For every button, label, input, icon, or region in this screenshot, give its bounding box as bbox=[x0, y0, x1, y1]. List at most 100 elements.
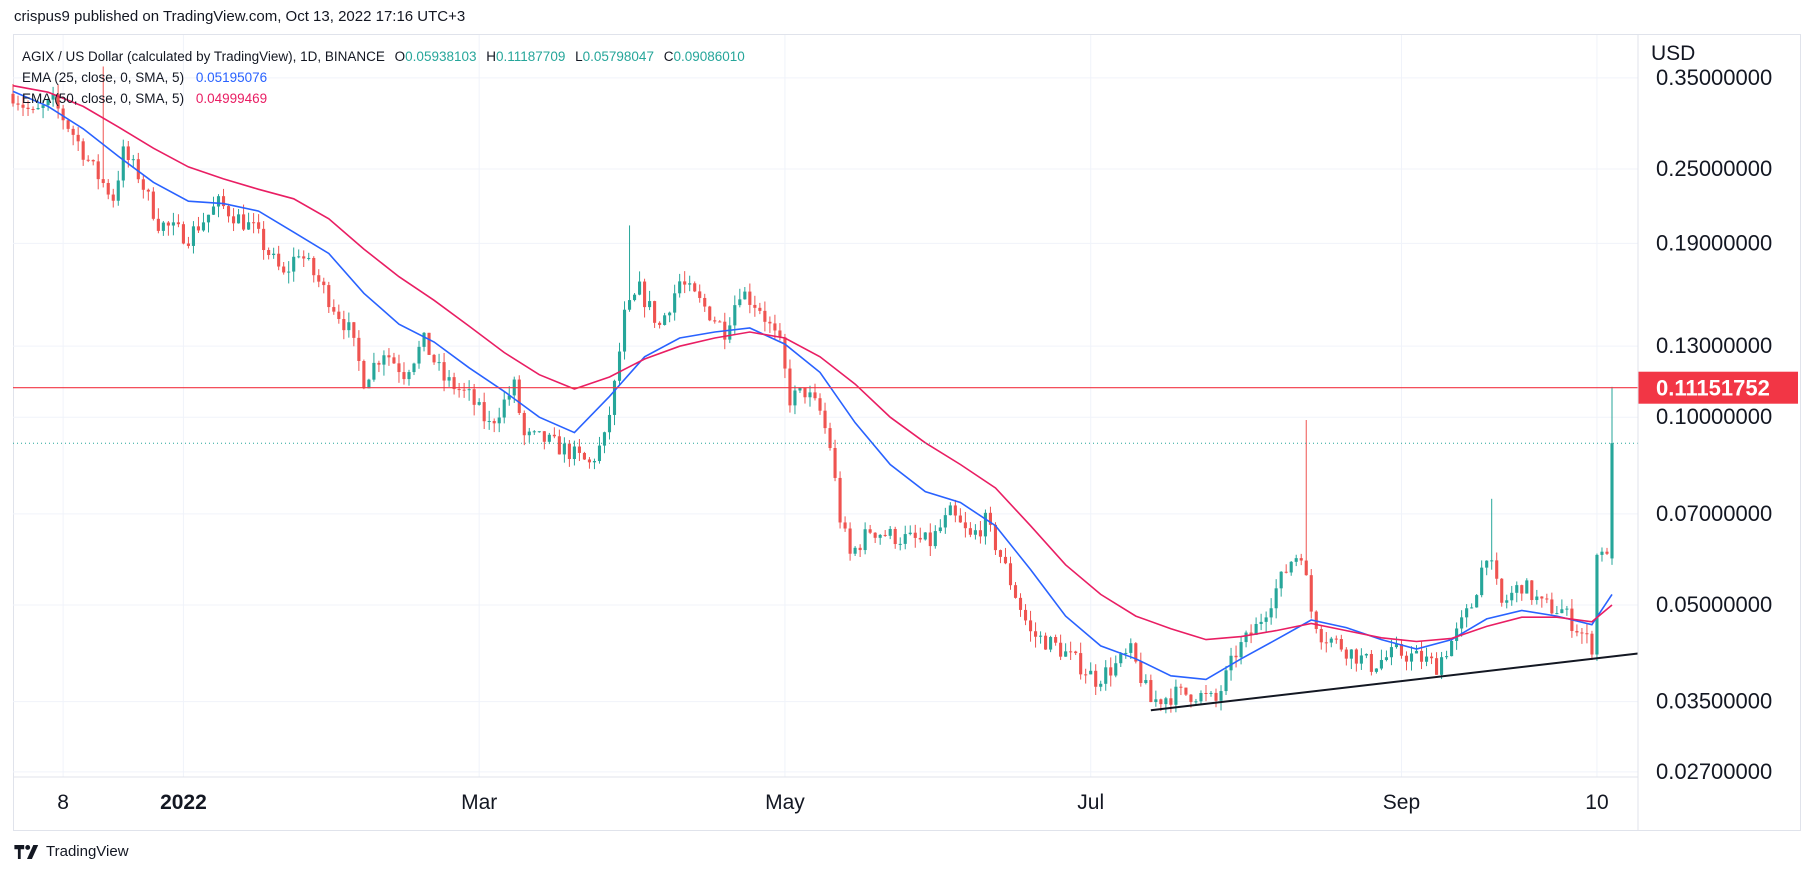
candle-body bbox=[101, 179, 105, 184]
candle-up bbox=[1490, 498, 1494, 570]
candle-body bbox=[858, 547, 862, 551]
publisher-line: crispus9 published on TradingView.com, O… bbox=[14, 8, 466, 25]
candle-down bbox=[753, 295, 757, 317]
legend-ema50-label: EMA (50, close, 0, SMA, 5) bbox=[22, 91, 185, 106]
candle-body bbox=[953, 505, 957, 516]
candle-up bbox=[1475, 594, 1479, 608]
candle-body bbox=[397, 363, 401, 373]
candle-body bbox=[958, 515, 962, 523]
candle-body bbox=[1520, 585, 1524, 594]
candle-up bbox=[537, 431, 541, 433]
candle-up bbox=[638, 271, 642, 296]
candle-body bbox=[1344, 649, 1348, 659]
candle-body bbox=[121, 146, 125, 181]
candle-down bbox=[1284, 564, 1288, 574]
candles bbox=[11, 66, 1614, 714]
candle-body bbox=[337, 311, 341, 320]
candle-body bbox=[1490, 560, 1494, 562]
candle-up bbox=[1384, 650, 1388, 662]
candle-down bbox=[823, 402, 827, 434]
candle-body bbox=[633, 294, 637, 301]
chart-legend: AGIX / US Dollar (calculated by TradingV… bbox=[22, 46, 745, 109]
candle-down bbox=[1079, 642, 1083, 680]
candle-down bbox=[773, 314, 777, 339]
candle-body bbox=[1374, 668, 1378, 672]
candle-body bbox=[1224, 670, 1228, 692]
candle-down bbox=[818, 393, 822, 415]
candle-down bbox=[472, 383, 476, 416]
candle-body bbox=[1309, 575, 1313, 612]
candle-body bbox=[186, 243, 190, 246]
candle-body bbox=[758, 307, 762, 311]
footer-branding[interactable]: TradingView bbox=[14, 843, 129, 860]
candle-down bbox=[1309, 569, 1313, 619]
candle-down bbox=[267, 247, 271, 260]
candle-down bbox=[1184, 687, 1188, 696]
candle-down bbox=[26, 100, 30, 116]
candle-down bbox=[151, 187, 155, 221]
candle-down bbox=[1580, 627, 1584, 644]
candle-body bbox=[973, 530, 977, 535]
candle-up bbox=[948, 502, 952, 516]
candle-up bbox=[307, 252, 311, 261]
time-tick-label: 8 bbox=[57, 791, 69, 814]
candle-down bbox=[718, 320, 722, 323]
candle-down bbox=[1059, 634, 1063, 661]
candle-up bbox=[547, 432, 551, 445]
candle-down bbox=[1404, 651, 1409, 671]
candle-body bbox=[803, 387, 807, 398]
candle-body bbox=[1119, 653, 1123, 664]
candle-body bbox=[1485, 560, 1489, 568]
legend-ema25-row[interactable]: EMA (25, close, 0, SMA, 5) 0.05195076 bbox=[22, 67, 745, 88]
candle-down bbox=[362, 359, 366, 390]
candle-body bbox=[402, 372, 406, 380]
candle-body bbox=[1530, 580, 1534, 601]
candle-up bbox=[1274, 579, 1278, 619]
candle-up bbox=[1219, 685, 1223, 711]
candle-body bbox=[317, 275, 321, 282]
legend-ema50-row[interactable]: EMA (50, close, 0, SMA, 5) 0.04999469 bbox=[22, 88, 745, 109]
candle-body bbox=[768, 321, 772, 324]
candle-body bbox=[1475, 595, 1479, 608]
candle-body bbox=[1304, 560, 1308, 576]
candle-down bbox=[763, 301, 767, 332]
candle-body bbox=[1545, 598, 1549, 600]
candle-down bbox=[883, 530, 887, 537]
candle-body bbox=[1104, 667, 1108, 684]
candle-body bbox=[1560, 609, 1564, 614]
candle-body bbox=[547, 434, 551, 442]
candle-body bbox=[552, 434, 556, 437]
candle-body bbox=[1003, 556, 1008, 564]
candle-up bbox=[1199, 690, 1203, 704]
candle-down bbox=[322, 277, 326, 294]
candle-up bbox=[908, 525, 912, 536]
candle-body bbox=[1144, 680, 1148, 683]
candle-body bbox=[612, 380, 617, 415]
candle-body bbox=[247, 222, 251, 230]
candle-body bbox=[91, 159, 95, 162]
candle-body bbox=[66, 120, 70, 129]
candle-body bbox=[733, 305, 737, 326]
candle-body bbox=[1008, 563, 1013, 586]
candle-up bbox=[1114, 655, 1118, 678]
candle-up bbox=[347, 312, 351, 338]
candle-up bbox=[1349, 649, 1353, 670]
candle-body bbox=[617, 351, 622, 381]
candle-body bbox=[1429, 656, 1434, 659]
candle-up bbox=[627, 225, 632, 312]
candle-body bbox=[1274, 588, 1278, 609]
candle-body bbox=[1440, 657, 1444, 675]
candle-down bbox=[1520, 584, 1524, 601]
candle-down bbox=[312, 256, 316, 283]
price-tick-label: 0.07000000 bbox=[1656, 501, 1772, 526]
candle-down bbox=[31, 106, 35, 114]
candle-body bbox=[307, 257, 311, 259]
candle-body bbox=[622, 309, 627, 352]
candle-up bbox=[292, 247, 296, 282]
legend-low-label: L bbox=[575, 49, 583, 64]
candle-up bbox=[1560, 599, 1564, 614]
candle-up bbox=[1294, 554, 1298, 567]
candle-down bbox=[838, 471, 842, 529]
candle-up bbox=[1424, 647, 1429, 667]
